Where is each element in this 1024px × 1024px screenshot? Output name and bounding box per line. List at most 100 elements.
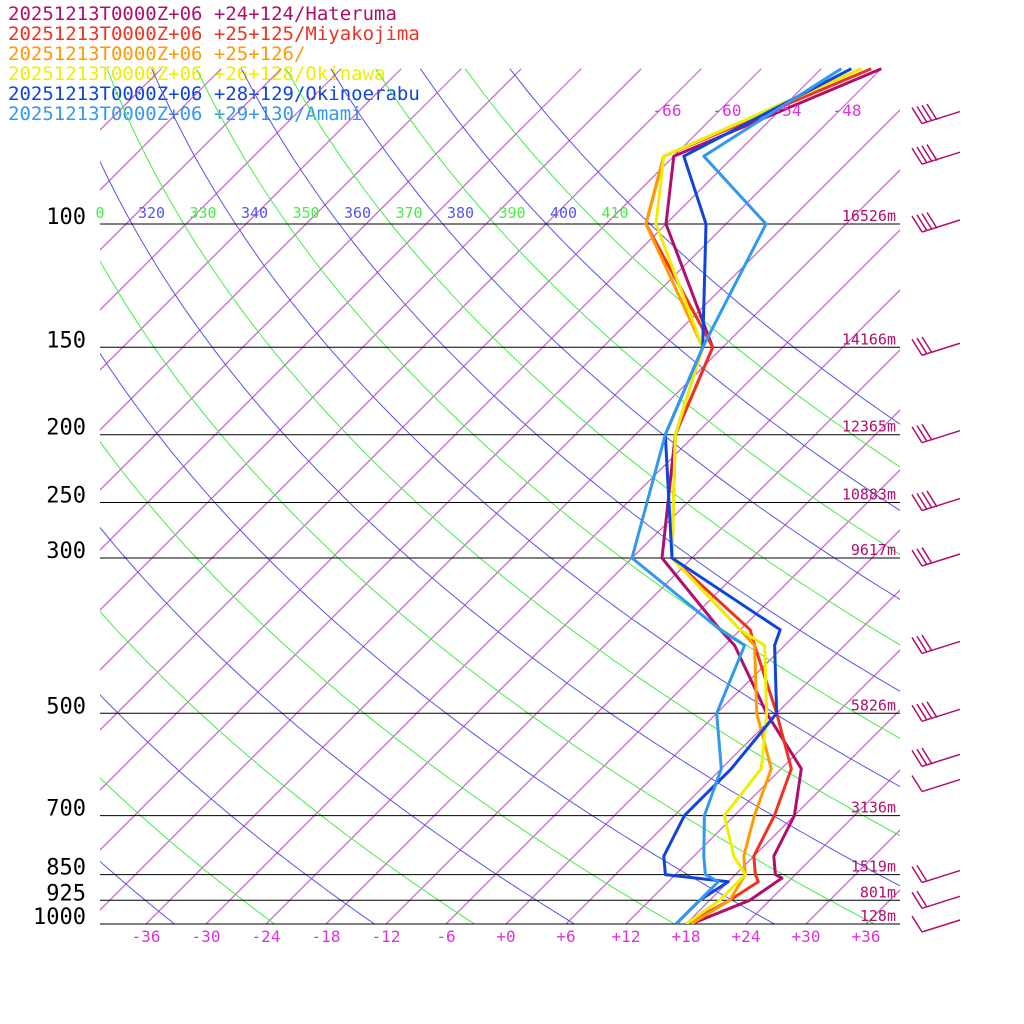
wind-barb-flag [916,105,928,123]
isotherm-top-label: -54 [773,101,802,120]
wind-barb-flag [916,635,928,653]
wind-barb-flag [921,547,933,564]
theta-label: 410 [601,204,628,222]
wind-barb-shaft [921,342,961,356]
x-tick-label: -30 [192,927,221,946]
wind-barb-flag [911,775,923,792]
wind-barb-flag [916,548,928,566]
dry-adiabat-line [509,68,900,425]
wind-barb [911,747,961,768]
x-tick-label: +12 [612,927,641,946]
wind-barbs [911,103,961,933]
height-label: 128m [860,907,896,925]
wind-barb [911,336,961,356]
wind-barb [911,775,961,793]
height-label: 5826m [851,696,896,714]
dry-adiabat-line [375,68,900,556]
pressure-label: 250 [46,484,86,509]
wind-barb-shaft [921,869,961,884]
axis-labels: 100 16526m 150 14166m 200 12365m 250 10883m 300 9… [33,101,896,946]
wind-barb-flag [911,750,923,767]
wind-barb-flag [926,701,938,719]
theta-label: 330 [189,204,216,222]
theta-label: 400 [550,204,577,222]
dry-adiabat-line [330,68,900,600]
wind-barb-flag [911,637,923,654]
wind-barb [911,212,961,233]
wind-barb-flag [916,425,928,442]
isotherm-line [100,68,882,851]
dry-adiabat-line [100,440,675,924]
isotherm-line [325,349,900,924]
wind-barb-flag [916,703,928,721]
x-tick-label: -36 [132,927,161,946]
sounding-profiles [630,67,882,924]
isotherm-line [100,68,642,611]
wind-barb-flag [911,107,923,124]
isotherm-line [745,769,900,924]
wind-barb-flag [911,704,923,722]
pressure-label: 150 [46,328,86,353]
x-tick-label: -12 [372,927,401,946]
wind-barb-flag [911,338,923,356]
wind-barb-flag [921,213,933,230]
dry-adiabat-line [419,68,900,512]
isotherm-line [505,529,900,924]
wind-barb-shaft [921,753,961,768]
wind-barb-shaft [921,497,961,512]
height-label: 9617m [851,541,896,559]
wind-barb [911,701,961,722]
wind-barb-flag [911,494,923,511]
isotherm-lines [100,68,900,924]
isotherm-line [265,289,900,924]
pressure-label: 1000 [33,905,86,930]
sounding-series-5 [630,67,843,924]
pressure-label: 925 [46,881,86,906]
dry-adiabat-line [100,694,375,924]
wind-barb-flag [911,147,923,165]
isotherm-line [100,68,702,671]
wind-barb-flag [911,549,923,567]
wind-barb-shaft [921,430,961,444]
isotherm-line [100,68,222,191]
pressure-label: 200 [46,416,86,441]
wind-barb-flag [916,337,928,355]
height-label: 3136m [851,799,896,817]
wind-barb-shaft [921,151,961,165]
x-tick-label: +0 [496,927,515,946]
height-label: 12365m [842,418,896,436]
legend-entry-miyakojima: 20251213T0000Z+06 +25+125/Miyakojima [8,23,420,45]
dry-adiabat-line [100,352,775,924]
theta-label: 380 [447,204,474,222]
wind-barb-shaft [921,553,961,567]
dry-adiabat-line [240,68,900,692]
wind-barb-shaft [921,110,961,125]
wind-barb-flag [926,103,938,121]
theta-label: 390 [498,204,525,222]
wind-barb-flag [916,146,928,164]
theta-label: 0 [95,204,104,222]
x-tick-label: -6 [436,927,455,946]
dry-adiabat-line [100,160,900,887]
wind-barb [911,490,961,512]
dry-adiabat-line [151,68,900,788]
sounding-series-0 [660,67,882,924]
pressure-label: 500 [46,694,86,719]
wind-barb [911,547,961,567]
theta-label: 370 [395,204,422,222]
dry-adiabat-line [100,777,275,924]
legend-entry-station-25-126: 20251213T0000Z+06 +25+126/ [8,43,306,65]
wind-barb-flag [916,864,928,882]
sounding-series-3 [654,67,862,924]
isotherm-line [100,68,822,791]
wind-barb-flag [911,891,923,909]
wind-barb-flag [921,702,933,720]
isotherm-line [100,68,582,551]
wind-barb-flag [916,492,928,510]
wind-barb-shaft [921,895,961,910]
wind-barb-flag [926,144,938,161]
isotherm-line [100,68,402,371]
height-label: 16526m [842,207,896,225]
legend-entry-hateruma: 20251213T0000Z+06 +24+124/Hateruma [8,3,397,25]
isotherm-line [205,229,900,924]
